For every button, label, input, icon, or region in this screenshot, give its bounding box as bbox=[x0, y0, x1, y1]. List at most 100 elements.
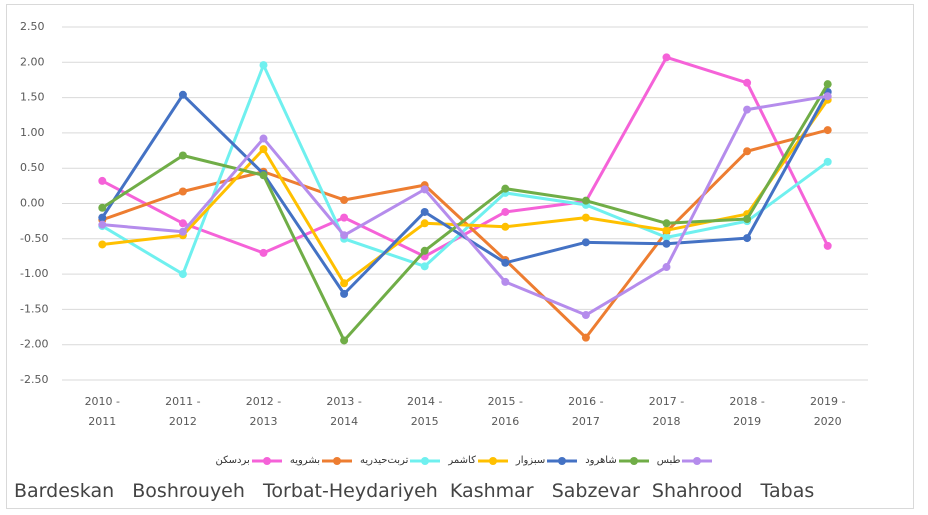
legend-swatch-dot bbox=[629, 456, 638, 465]
series-line bbox=[101, 63, 829, 276]
data-point bbox=[420, 185, 429, 194]
legend: بردسکن بشرویه تربت‌حیدریه کاشمر سبزوار شاهرود… bbox=[0, 455, 928, 466]
legend-label: شاهرود bbox=[585, 455, 617, 466]
series-line bbox=[102, 94, 828, 317]
y-tick-label: 0.00 bbox=[20, 197, 45, 210]
data-point bbox=[743, 234, 752, 243]
legend-label: تربت‌حیدریه bbox=[360, 455, 409, 466]
y-tick-label: 1.00 bbox=[20, 126, 45, 139]
legend-swatch-dot bbox=[421, 456, 430, 465]
data-point bbox=[501, 222, 510, 231]
data-point bbox=[823, 241, 832, 250]
data-point bbox=[743, 105, 752, 114]
data-point bbox=[662, 219, 671, 228]
data-point bbox=[178, 151, 187, 160]
y-tick-label: -2.00 bbox=[20, 338, 48, 351]
legend-label: بشرویه bbox=[289, 455, 321, 466]
data-point bbox=[662, 263, 671, 272]
data-point bbox=[662, 226, 671, 235]
series-line bbox=[102, 98, 829, 285]
x-tick-label: 2011 - 2012 bbox=[165, 395, 201, 428]
y-tick-label: -2.50 bbox=[20, 373, 48, 386]
data-point bbox=[420, 207, 429, 216]
data-point bbox=[340, 213, 349, 222]
data-point bbox=[178, 227, 187, 236]
chart-frame bbox=[6, 4, 914, 509]
legend-item: تربت‌حیدریه bbox=[360, 455, 441, 466]
data-point bbox=[98, 203, 107, 212]
data-point bbox=[340, 289, 349, 298]
legend-swatch-dot bbox=[333, 456, 342, 465]
data-point bbox=[98, 213, 107, 222]
legend-swatch-dot bbox=[262, 456, 271, 465]
data-point bbox=[98, 220, 107, 229]
data-point bbox=[823, 80, 832, 89]
legend-label: بردسکن bbox=[215, 455, 250, 466]
x-tick-label: 2013 - 2014 bbox=[326, 395, 362, 428]
data-point bbox=[340, 195, 349, 204]
data-point bbox=[420, 246, 429, 255]
legend-swatch bbox=[477, 456, 508, 465]
legend-swatch bbox=[410, 456, 441, 465]
data-point bbox=[259, 248, 268, 257]
data-point bbox=[501, 258, 510, 267]
legend-swatch-dot bbox=[488, 456, 497, 465]
legend-label: سبزوار bbox=[515, 455, 546, 466]
y-tick-label: 0.50 bbox=[20, 161, 45, 174]
x-tick-label: 2019 - 2020 bbox=[809, 395, 846, 428]
data-point bbox=[581, 311, 590, 320]
series-line bbox=[101, 83, 829, 342]
legend-swatch bbox=[547, 456, 578, 465]
series-line bbox=[101, 91, 830, 296]
legend-label: طبس bbox=[656, 455, 681, 466]
legend-item: شاهرود bbox=[585, 455, 649, 466]
data-point bbox=[662, 53, 671, 62]
caption: Bardeskan Boshrouyeh Torbat-Heydariyeh K… bbox=[14, 480, 815, 502]
data-point bbox=[178, 270, 187, 279]
data-point bbox=[743, 147, 752, 156]
legend-swatch-dot bbox=[558, 456, 567, 465]
data-point bbox=[501, 277, 510, 286]
x-tick-label: 2017 - 2018 bbox=[648, 395, 685, 428]
data-point bbox=[259, 134, 268, 143]
data-point bbox=[743, 215, 752, 224]
data-point bbox=[420, 219, 429, 228]
legend-item: سبزوار bbox=[515, 455, 578, 466]
legend-swatch bbox=[322, 456, 353, 465]
data-point bbox=[743, 78, 752, 87]
data-point bbox=[823, 157, 832, 166]
y-tick-label: -1.50 bbox=[20, 302, 48, 315]
legend-swatch bbox=[682, 456, 713, 465]
data-point bbox=[501, 184, 510, 193]
legend-swatch bbox=[618, 456, 649, 465]
data-point bbox=[98, 240, 107, 249]
data-point bbox=[259, 171, 268, 180]
y-tick-label: -0.50 bbox=[20, 232, 48, 245]
data-point bbox=[259, 145, 268, 154]
data-point bbox=[823, 92, 832, 101]
legend-item: بردسکن bbox=[216, 455, 282, 466]
legend-label: کاشمر bbox=[448, 455, 476, 466]
x-tick-label: 2015 - 2016 bbox=[487, 395, 524, 428]
data-point bbox=[662, 239, 671, 248]
data-point bbox=[340, 231, 349, 240]
data-point bbox=[581, 196, 590, 205]
y-tick-label: 1.50 bbox=[20, 91, 45, 104]
data-point bbox=[581, 213, 590, 222]
data-point bbox=[178, 219, 187, 228]
data-point bbox=[340, 279, 349, 288]
y-tick-label: -1.00 bbox=[20, 267, 48, 280]
data-point bbox=[340, 336, 349, 345]
x-tick-label: 2014 - 2015 bbox=[406, 395, 443, 428]
data-point bbox=[501, 207, 510, 216]
legend-swatch bbox=[251, 456, 282, 465]
legend-item: بشرویه bbox=[289, 455, 353, 466]
x-tick-label: 2016 - 2017 bbox=[568, 395, 604, 428]
data-point bbox=[581, 238, 590, 247]
data-point bbox=[823, 126, 832, 135]
x-tick-label: 2018 - 2019 bbox=[729, 395, 765, 428]
data-point bbox=[662, 233, 671, 242]
data-point bbox=[178, 90, 187, 99]
